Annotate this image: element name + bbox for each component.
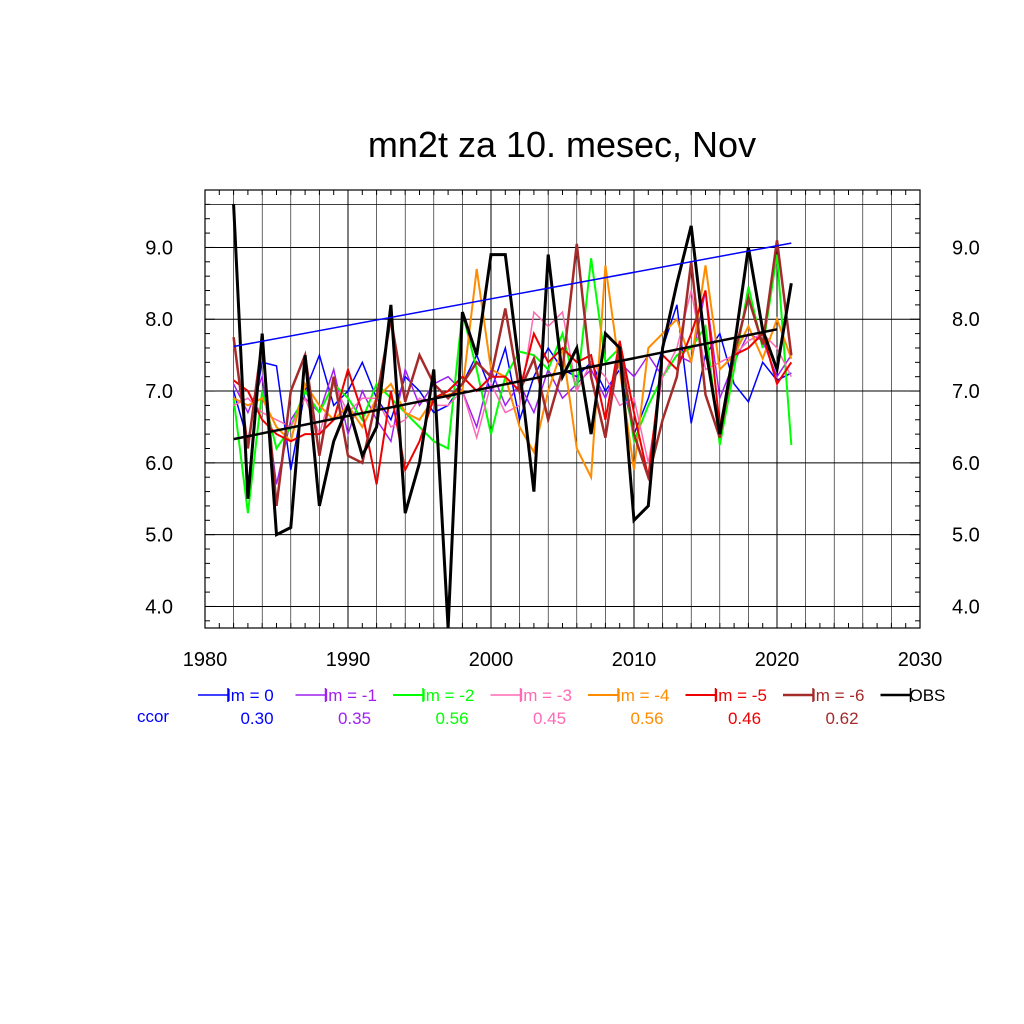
legend-label: lm = -4 xyxy=(617,686,669,705)
y-tick-label-right: 6.0 xyxy=(952,453,980,475)
legend-label: lm = -5 xyxy=(715,686,767,705)
y-tick-label-left: 8.0 xyxy=(145,309,173,331)
y-tick-label-right: 9.0 xyxy=(952,237,980,259)
legend-label: lm = -6 xyxy=(812,686,864,705)
y-tick-label-right: 7.0 xyxy=(952,381,980,403)
x-tick-label: 2020 xyxy=(755,649,800,671)
x-tick-label: 2030 xyxy=(898,649,943,671)
y-tick-label-right: 5.0 xyxy=(952,525,980,547)
ccor-value: 0.45 xyxy=(533,709,566,728)
y-tick-label-left: 6.0 xyxy=(145,453,173,475)
series-lines xyxy=(232,204,793,629)
x-tick-label: 1980 xyxy=(183,649,228,671)
legend-label: lm = -2 xyxy=(422,686,474,705)
trend-line xyxy=(233,242,792,348)
legend-label: lm = 0 xyxy=(227,686,274,705)
x-tick-label: 2010 xyxy=(612,649,657,671)
series-line-lm-6 xyxy=(232,240,793,507)
ccor-value: 0.56 xyxy=(435,709,468,728)
series-line-obs xyxy=(232,204,793,629)
ccor-value: 0.35 xyxy=(338,709,371,728)
y-tick-label-left: 9.0 xyxy=(145,237,173,259)
ccor-value: 0.62 xyxy=(825,709,858,728)
chart-title: mn2t za 10. mesec, Nov xyxy=(368,124,756,165)
ccor-label: ccor xyxy=(137,707,169,726)
y-tick-label-left: 5.0 xyxy=(145,525,173,547)
x-tick-label: 2000 xyxy=(469,649,514,671)
legend-label: OBS xyxy=(910,686,946,705)
legend-label: lm = -1 xyxy=(325,686,377,705)
legend: lm = 0 0.30 lm = -1 0.35 lm = -2 0.56 lm = -3 0… xyxy=(137,686,945,728)
x-tick-label: 1990 xyxy=(326,649,371,671)
y-tick-label-left: 4.0 xyxy=(145,596,173,618)
y-tick-label-left: 7.0 xyxy=(145,381,173,403)
axis-ticks: 1980 1990 2000 2010 2020 2030 4.0 4.0 5.0 5.0 6.0 6… xyxy=(145,190,980,671)
y-tick-label-right: 8.0 xyxy=(952,309,980,331)
ccor-value: 0.56 xyxy=(630,709,663,728)
y-tick-label-right: 4.0 xyxy=(952,596,980,618)
trend-line xyxy=(233,328,778,441)
legend-label: lm = -3 xyxy=(520,686,572,705)
ccor-value: 0.30 xyxy=(240,709,273,728)
ccor-value: 0.46 xyxy=(728,709,761,728)
